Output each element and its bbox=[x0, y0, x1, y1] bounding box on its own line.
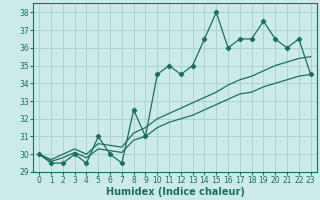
X-axis label: Humidex (Indice chaleur): Humidex (Indice chaleur) bbox=[106, 187, 244, 197]
